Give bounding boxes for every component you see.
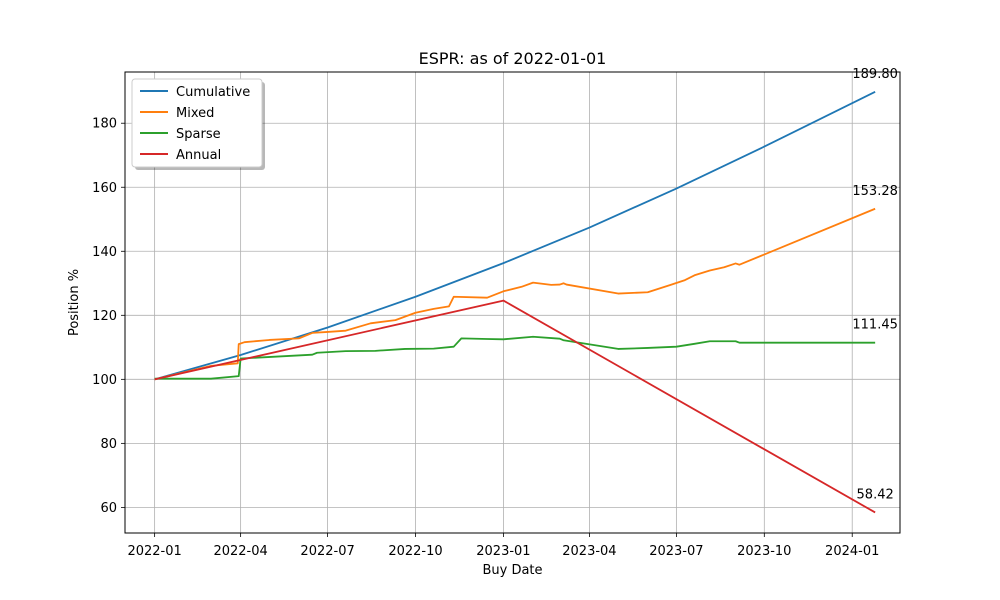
- y-tick-label: 80: [100, 437, 117, 452]
- x-axis-title: Buy Date: [482, 563, 542, 578]
- legend-label-sparse: Sparse: [176, 127, 221, 142]
- y-tick-label: 160: [92, 181, 117, 196]
- x-tick-label: 2024-01: [825, 544, 879, 559]
- legend-label-annual: Annual: [176, 148, 221, 163]
- plot-frame: [124, 71, 901, 534]
- series-line-cumulative: [154, 91, 876, 381]
- x-tick-label: 2022-07: [300, 544, 354, 559]
- x-tick-label: 2023-07: [649, 544, 703, 559]
- y-tick-label: 100: [92, 373, 117, 388]
- x-tick-label: 2023-04: [562, 544, 616, 559]
- series-line-sparse: [154, 335, 876, 380]
- ticks: 2022-01 2022-04 2022-07 2022-10 2023-01 2023-…: [92, 117, 879, 559]
- end-label-annual: 58.42: [857, 487, 894, 502]
- x-tick-label: 2023-10: [737, 544, 791, 559]
- grid: [125, 72, 900, 533]
- x-tick-label: 2022-04: [213, 544, 267, 559]
- end-labels: 189.80 153.28 111.45 58.42: [852, 67, 898, 503]
- end-label-cumulative: 189.80: [852, 67, 898, 82]
- series-line-annual: [154, 299, 876, 514]
- y-axis-title: Position %: [67, 269, 82, 336]
- y-tick-label: 180: [92, 117, 117, 132]
- end-label-sparse: 111.45: [852, 318, 898, 333]
- chart-title: ESPR: as of 2022-01-01: [419, 49, 607, 68]
- legend: Cumulative Mixed Sparse Annual: [131, 78, 265, 170]
- legend-label-cumulative: Cumulative: [176, 85, 250, 100]
- y-tick-label: 140: [92, 245, 117, 260]
- series-line-mixed: [154, 207, 876, 381]
- series-layer: [154, 91, 876, 514]
- x-tick-label: 2022-10: [388, 544, 442, 559]
- y-tick-label: 60: [100, 501, 117, 516]
- legend-box: [131, 78, 263, 168]
- x-tick-label: 2023-01: [476, 544, 530, 559]
- y-tick-label: 120: [92, 309, 117, 324]
- x-tick-label: 2022-01: [127, 544, 181, 559]
- end-label-mixed: 153.28: [852, 184, 898, 199]
- legend-label-mixed: Mixed: [176, 106, 214, 121]
